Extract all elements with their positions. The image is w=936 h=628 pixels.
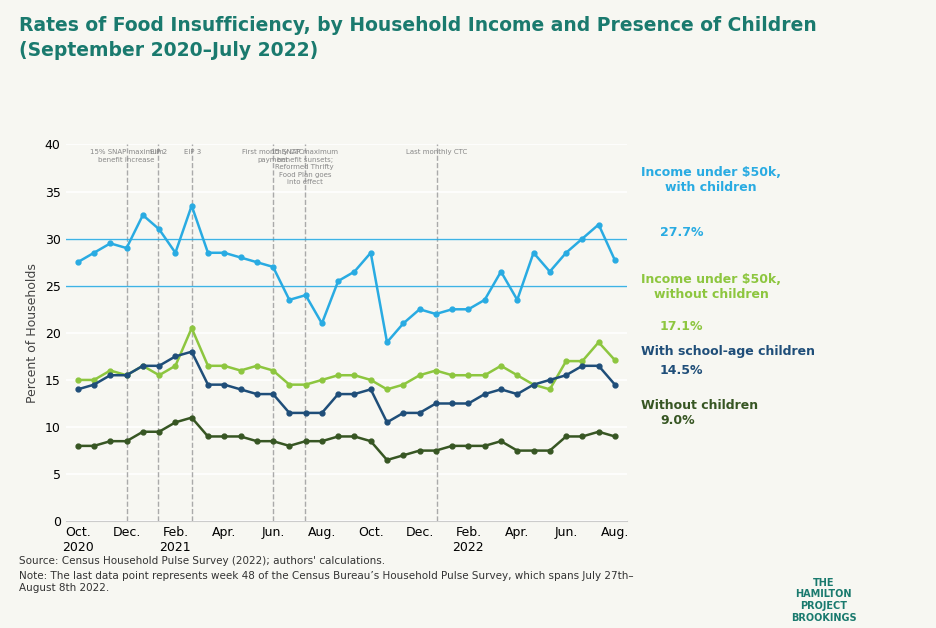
Text: EIP 3: EIP 3 <box>183 149 201 155</box>
Text: (September 2020–July 2022): (September 2020–July 2022) <box>19 41 318 60</box>
Text: 15 SNAP maximum
benefit sunsets;
Reformed Thrifty
Food Plan goes
into effect: 15 SNAP maximum benefit sunsets; Reforme… <box>271 149 338 185</box>
Text: 14.5%: 14.5% <box>660 364 703 377</box>
Text: Rates of Food Insufficiency, by Household Income and Presence of Children: Rates of Food Insufficiency, by Househol… <box>19 16 816 35</box>
Y-axis label: Percent of Households: Percent of Households <box>26 263 39 403</box>
Text: THE
HAMILTON
PROJECT
BROOKINGS: THE HAMILTON PROJECT BROOKINGS <box>791 578 856 622</box>
Text: 15% SNAP maximum
benefit increase: 15% SNAP maximum benefit increase <box>90 149 164 163</box>
Text: 9.0%: 9.0% <box>660 414 695 428</box>
Text: Income under $50k,
without children: Income under $50k, without children <box>641 273 782 301</box>
Text: Without children: Without children <box>641 399 758 412</box>
Text: With school-age children: With school-age children <box>641 345 815 359</box>
Text: Last monthly CTC: Last monthly CTC <box>406 149 467 155</box>
Text: First monthly CTC
payment: First monthly CTC payment <box>242 149 304 163</box>
Text: Note: The last data point represents week 48 of the Census Bureau’s Household Pu: Note: The last data point represents wee… <box>19 571 634 593</box>
Text: 17.1%: 17.1% <box>660 320 703 333</box>
Text: Source: Census Household Pulse Survey (2022); authors' calculations.: Source: Census Household Pulse Survey (2… <box>19 556 385 566</box>
Text: Income under $50k,
with children: Income under $50k, with children <box>641 166 782 195</box>
Text: EIP 2: EIP 2 <box>150 149 167 155</box>
Text: 27.7%: 27.7% <box>660 226 703 239</box>
